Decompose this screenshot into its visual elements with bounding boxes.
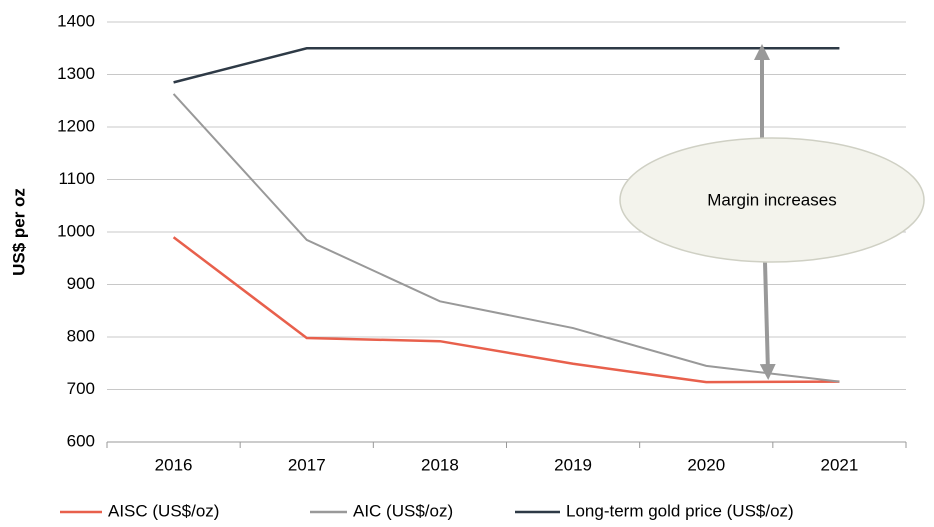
y-tick-label: 1400	[57, 11, 95, 30]
y-tick-label: 800	[67, 326, 95, 345]
line-series	[172, 236, 840, 384]
x-tick-label: 2019	[554, 455, 592, 474]
legend-label: AISC (US$/oz)	[108, 501, 219, 520]
y-tick-label: 1100	[58, 169, 95, 188]
x-tick-label: 2020	[687, 455, 725, 474]
legend-label: AIC (US$/oz)	[353, 501, 453, 520]
legend-label: Long-term gold price (US$/oz)	[566, 501, 794, 520]
plot-area: 600 700 800 900 1000 1100 1200 1300 1400 2016 2017…	[57, 11, 907, 474]
y-tick-label: 1300	[57, 64, 95, 83]
line-series	[173, 47, 840, 84]
x-tick-label: 2016	[155, 455, 193, 474]
annotation-text: Margin increases	[707, 190, 836, 209]
y-axis-label: US$ per oz	[9, 188, 28, 276]
annotation-arrow	[759, 261, 776, 380]
y-tick-label: 600	[67, 431, 95, 450]
x-tick-label: 2017	[288, 455, 326, 474]
x-tick-label: 2021	[821, 455, 859, 474]
y-tick-label: 1200	[57, 116, 95, 135]
line-series	[172, 93, 840, 383]
y-tick-label: 700	[67, 379, 95, 398]
annotation-bubble	[619, 137, 925, 263]
y-tick-label: 900	[67, 274, 95, 293]
x-tick-label: 2018	[421, 455, 459, 474]
y-tick-label: 1000	[57, 221, 95, 240]
